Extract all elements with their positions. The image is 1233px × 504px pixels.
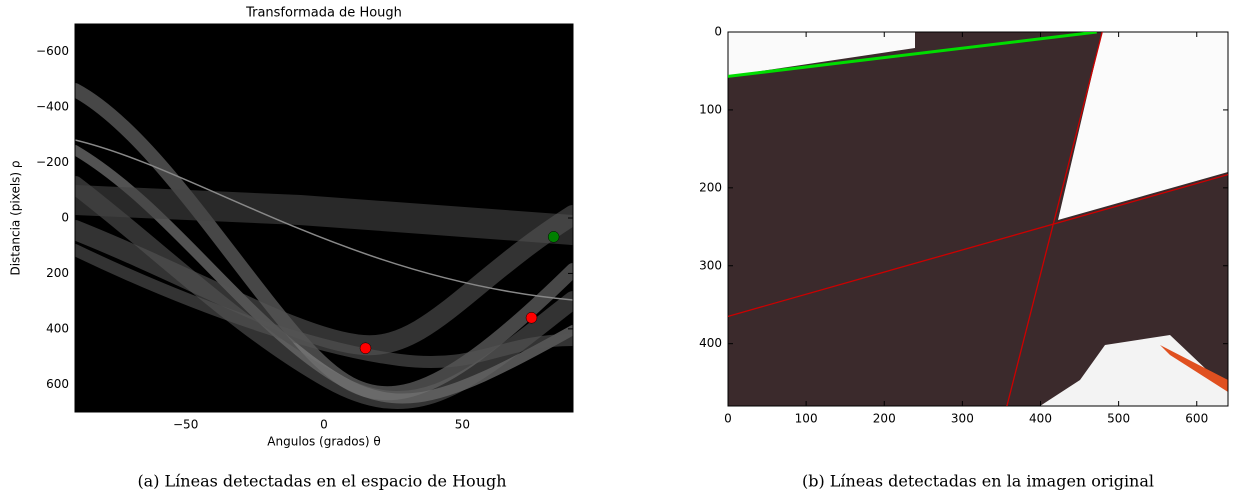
x-tick-label: −50 (173, 418, 198, 432)
axes-frame (727, 31, 1229, 407)
detected-line (1006, 32, 1103, 406)
photo (728, 32, 1228, 406)
y-tick-label: 400 (46, 321, 69, 335)
y-tick-label: 600 (46, 377, 69, 391)
x-axis-label: Angulos (grados) θ (267, 435, 380, 449)
y-tick-label: 300 (699, 258, 722, 272)
x-tick-label: 400 (1029, 412, 1052, 426)
detected-line (728, 32, 1097, 78)
y-tick-label: −200 (36, 155, 69, 169)
y-tick-label: 0 (61, 211, 69, 225)
x-tick-label: 0 (320, 418, 328, 432)
x-tick-label: 0 (724, 412, 732, 426)
x-tick-label: 50 (455, 418, 470, 432)
point (359, 342, 372, 355)
y-tick-label: 0 (714, 25, 722, 39)
y-tick-label: 400 (699, 336, 722, 350)
x-tick-label: 300 (951, 412, 974, 426)
plot-area (728, 32, 1228, 406)
y-tick-label: 200 (699, 180, 722, 194)
x-tick-label: 500 (1107, 412, 1130, 426)
caption: (b) Líneas detectadas en la imagen origi… (802, 472, 1154, 491)
y-tick-label: −600 (36, 44, 69, 58)
chart-title: Transformada de Hough (245, 6, 402, 21)
caption: (a) Líneas detectadas en el espacio de H… (137, 472, 506, 491)
detected-line (728, 173, 1228, 318)
plot-area (359, 231, 560, 355)
point (547, 231, 560, 243)
y-tick-label: −400 (36, 100, 69, 114)
x-tick-label: 600 (1185, 412, 1208, 426)
y-tick-label: 200 (46, 266, 69, 280)
y-tick-label: 100 (699, 102, 722, 116)
y-axis-label: Distancia (pixels) ρ (9, 160, 23, 275)
hough-curves (75, 83, 573, 410)
x-tick-label: 100 (795, 412, 818, 426)
x-tick-label: 200 (873, 412, 896, 426)
point (525, 312, 538, 324)
